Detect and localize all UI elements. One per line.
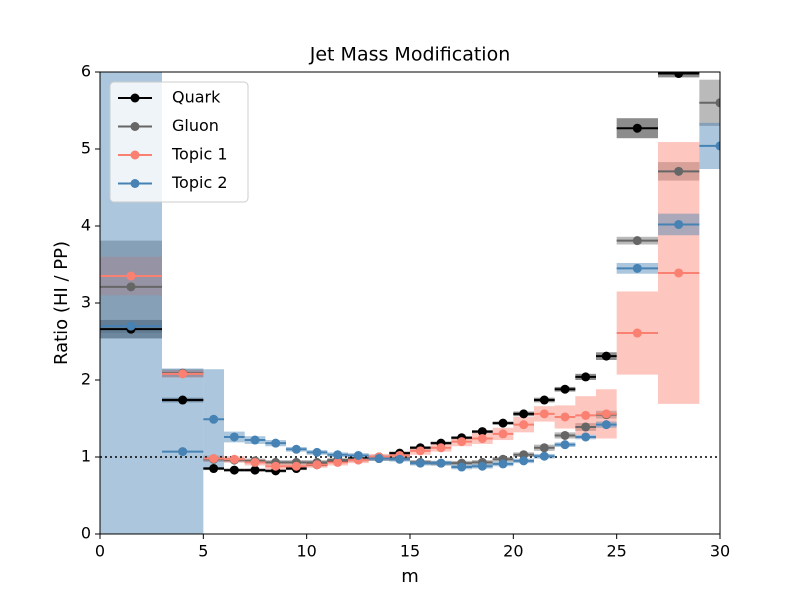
x-tick-label: 0 — [95, 542, 105, 561]
point — [477, 434, 487, 444]
point — [126, 282, 136, 292]
point — [519, 409, 529, 419]
point — [250, 457, 260, 467]
x-tick-label: 15 — [400, 542, 420, 561]
point — [353, 450, 363, 460]
point — [229, 432, 239, 442]
x-tick-label: 25 — [606, 542, 626, 561]
point — [333, 450, 343, 460]
y-tick-label: 2 — [81, 370, 91, 389]
point — [126, 321, 136, 331]
point — [539, 395, 549, 405]
point — [374, 454, 384, 464]
legend-label: Topic 2 — [171, 173, 228, 192]
chart-title: Jet Mass Modification — [309, 44, 510, 66]
point — [498, 459, 508, 469]
legend-label: Quark — [172, 88, 221, 107]
y-tick-label: 5 — [81, 139, 91, 158]
point — [415, 446, 425, 456]
y-tick-label: 3 — [81, 293, 91, 312]
point — [457, 462, 467, 472]
point — [312, 447, 322, 457]
point — [229, 465, 239, 475]
point — [436, 443, 446, 453]
legend-label: Topic 1 — [171, 145, 228, 164]
legend-marker — [130, 93, 140, 103]
point — [333, 457, 343, 467]
legend-label: Gluon — [172, 116, 219, 135]
point — [178, 395, 188, 405]
legend-box — [109, 81, 249, 203]
point — [209, 454, 219, 464]
point — [291, 461, 301, 471]
point — [581, 372, 591, 382]
point — [519, 456, 529, 466]
point — [477, 461, 487, 471]
point — [436, 458, 446, 468]
point — [519, 450, 529, 460]
point — [632, 263, 642, 273]
point — [581, 432, 591, 442]
point — [601, 420, 611, 430]
point — [178, 369, 188, 379]
y-tick-label: 0 — [81, 524, 91, 543]
point — [601, 409, 611, 419]
point — [715, 98, 720, 108]
point — [415, 458, 425, 468]
point — [498, 429, 508, 439]
point — [539, 409, 549, 419]
point — [632, 123, 642, 133]
point — [457, 437, 467, 447]
x-tick-label: 30 — [710, 542, 730, 561]
point — [229, 454, 239, 464]
point — [250, 435, 260, 445]
point — [126, 271, 136, 281]
point — [601, 351, 611, 361]
point — [498, 418, 508, 428]
point — [560, 384, 570, 394]
x-tick-label: 5 — [198, 542, 208, 561]
point — [271, 461, 281, 471]
point — [291, 444, 301, 454]
legend-marker — [130, 150, 140, 160]
point — [674, 72, 684, 79]
point — [477, 427, 487, 437]
point — [209, 414, 219, 424]
point — [581, 422, 591, 432]
x-axis-label: m — [401, 566, 419, 587]
point — [271, 438, 281, 448]
y-axis-label: Ratio (HI / PP) — [51, 241, 72, 365]
point — [209, 464, 219, 474]
x-tick-label: 10 — [296, 542, 316, 561]
point — [715, 141, 720, 151]
y-tick-label: 1 — [81, 447, 91, 466]
point — [581, 410, 591, 420]
point — [519, 420, 529, 430]
point — [395, 454, 405, 464]
point — [312, 460, 322, 470]
point — [632, 236, 642, 246]
point — [539, 451, 549, 461]
y-tick-label: 4 — [81, 216, 91, 235]
point — [178, 447, 188, 457]
point — [539, 443, 549, 453]
point — [560, 412, 570, 422]
point — [674, 268, 684, 278]
point — [560, 440, 570, 450]
x-tick-label: 20 — [503, 542, 523, 561]
point — [674, 219, 684, 229]
point — [560, 430, 570, 440]
legend-marker — [130, 179, 140, 188]
point — [250, 465, 260, 475]
y-tick-label: 6 — [81, 62, 91, 81]
point — [674, 166, 684, 176]
legend-marker — [130, 122, 140, 131]
point — [632, 328, 642, 338]
